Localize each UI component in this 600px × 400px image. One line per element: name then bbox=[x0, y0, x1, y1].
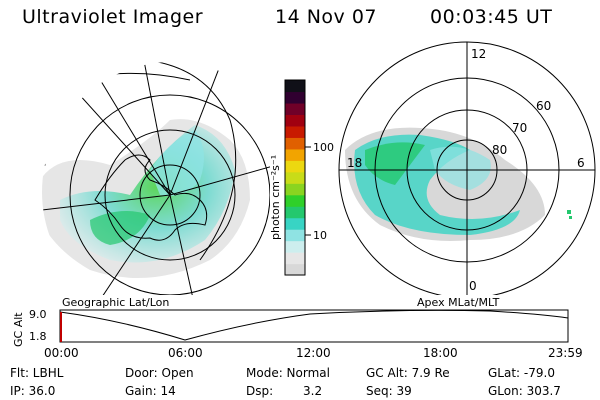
altitude-ytick-1-8: 1.8 bbox=[29, 330, 47, 343]
altitude-xtick-1800: 18:00 bbox=[423, 346, 458, 360]
altitude-xtick-2359: 23:59 bbox=[548, 346, 583, 360]
altitude-plot: GC Alt 9.0 1.8 bbox=[12, 308, 569, 347]
colorbar-swatch bbox=[285, 102, 305, 116]
mlat-label-80: 80 bbox=[492, 143, 507, 157]
colorbar-swatch bbox=[285, 240, 305, 253]
colorbar-swatch bbox=[285, 137, 305, 150]
colorbar-swatch bbox=[285, 252, 305, 265]
date-label: 14 Nov 07 bbox=[275, 6, 378, 28]
colorbar-swatch bbox=[285, 148, 305, 161]
gain-status: Gain: 14 bbox=[125, 384, 176, 398]
colorbar-unit-label: photon cm⁻²s⁻¹ bbox=[270, 155, 282, 240]
colorbar-frame bbox=[284, 79, 306, 276]
time-label: 00:03:45 UT bbox=[430, 6, 553, 28]
altitude-ytick-9: 9.0 bbox=[29, 308, 47, 321]
mlt-label-0: 0 bbox=[469, 279, 477, 293]
geographic-map bbox=[42, 62, 270, 295]
colorbar-swatch bbox=[285, 91, 305, 104]
colorbar-swatch bbox=[285, 171, 305, 184]
dsp-label: Dsp: bbox=[246, 384, 274, 398]
mlat-label-70: 70 bbox=[512, 121, 527, 135]
altitude-xtick-1200: 12:00 bbox=[296, 346, 331, 360]
mlt-label-18: 18 bbox=[347, 156, 362, 170]
colorbar-swatch bbox=[285, 160, 305, 173]
colorbar-swatch bbox=[285, 217, 305, 230]
dsp-value: 3.2 bbox=[303, 384, 323, 398]
seq-status: Seq: 39 bbox=[366, 384, 412, 398]
right-panel-label: Apex MLat/MLT bbox=[417, 296, 500, 309]
colorbar-tick-label-10: 10 bbox=[313, 229, 327, 242]
colorbar: 100 10 photon cm⁻²s⁻¹ bbox=[270, 79, 334, 276]
ip-status: IP: 36.0 bbox=[10, 384, 56, 398]
mlat-label-60: 60 bbox=[536, 99, 551, 113]
glat-status: GLat: -79.0 bbox=[488, 366, 555, 380]
magnetic-polar-plot: 12 18 6 0 60 70 80 bbox=[338, 41, 596, 295]
colorbar-swatch bbox=[285, 114, 305, 127]
colorbar-swatches bbox=[285, 80, 305, 276]
colorbar-swatch bbox=[285, 80, 305, 93]
altitude-curve bbox=[59, 309, 569, 341]
instrument-title: Ultraviolet Imager bbox=[22, 6, 204, 28]
door-status: Door: Open bbox=[125, 366, 194, 380]
colorbar-swatch bbox=[285, 194, 305, 207]
filter-status: Flt: LBHL bbox=[10, 366, 64, 380]
glon-status: GLon: 303.7 bbox=[488, 384, 561, 398]
colorbar-tick-label-100: 100 bbox=[313, 141, 334, 154]
colorbar-swatch bbox=[285, 206, 305, 219]
altitude-xtick-0000: 00:00 bbox=[44, 346, 79, 360]
colorbar-swatch bbox=[285, 263, 305, 276]
colorbar-swatch bbox=[285, 183, 305, 196]
altitude-ylabel: GC Alt bbox=[12, 312, 25, 347]
mode-status: Mode: Normal bbox=[246, 366, 330, 380]
left-panel-label: Geographic Lat/Lon bbox=[62, 296, 170, 309]
colorbar-swatch bbox=[285, 229, 305, 242]
mlt-label-6: 6 bbox=[577, 156, 585, 170]
gc-alt-status: GC Alt: 7.9 Re bbox=[366, 366, 450, 380]
colorbar-swatch bbox=[285, 125, 305, 138]
mlt-label-12: 12 bbox=[471, 47, 486, 61]
altitude-xtick-0600: 06:00 bbox=[168, 346, 203, 360]
